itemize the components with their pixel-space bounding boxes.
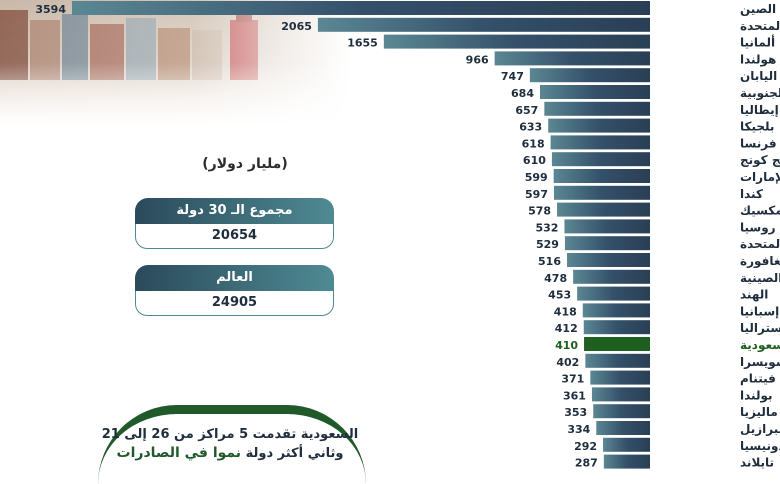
bar-14 <box>564 236 650 251</box>
bar-value-19: 412 <box>555 322 578 335</box>
bar-15 <box>567 253 650 267</box>
total-30-label: مجموع الـ 30 دولة <box>135 198 334 224</box>
bar-16 <box>573 269 650 284</box>
bar-value-7: 633 <box>519 121 542 134</box>
total-30-box: مجموع الـ 30 دولة 20654 <box>135 198 334 249</box>
category-label-27: تايلاند <box>740 456 774 470</box>
bar-22 <box>590 370 650 385</box>
world-label: العالم <box>135 265 334 291</box>
bar-0 <box>72 1 650 15</box>
bar-27 <box>603 454 650 469</box>
bar-4 <box>529 68 650 83</box>
world-box: العالم 24905 <box>135 265 334 316</box>
category-label-22: فيتنام <box>740 372 776 387</box>
total-30-value: 20654 <box>135 224 334 249</box>
bar-value-26: 292 <box>574 440 597 453</box>
category-label-12: المكسيك <box>740 204 780 218</box>
category-label-20: السعودية <box>740 338 780 353</box>
bar-8 <box>550 135 650 150</box>
bar-chart: 3594 الصين 2065 الولايات المتحدة 1655 ألمانيا… <box>35 1 780 470</box>
bar-value-3: 966 <box>466 53 489 66</box>
bar-value-27: 287 <box>575 457 598 470</box>
bar-value-10: 599 <box>525 171 548 184</box>
bar-11 <box>553 185 650 200</box>
bar-12 <box>557 202 650 217</box>
bar-21 <box>585 353 650 368</box>
note-line-2-b: نموا في الصادرات <box>116 445 242 461</box>
bar-value-15: 516 <box>538 255 561 268</box>
category-label-25: البرازيل <box>740 422 780 436</box>
unit-label: (مليار دولار) <box>202 156 288 172</box>
world-value: 24905 <box>135 291 334 316</box>
category-label-4: اليابان <box>740 69 777 83</box>
category-label-1: الولايات المتحدة <box>740 19 780 34</box>
bar-value-1: 2065 <box>281 20 312 33</box>
category-label-2: ألمانيا <box>740 35 775 50</box>
bar-value-14: 529 <box>536 238 559 251</box>
category-label-10: الإمارات <box>740 170 780 184</box>
category-label-18: إسبانيا <box>740 304 779 318</box>
bar-value-11: 597 <box>525 188 548 201</box>
bar-value-20: 410 <box>555 339 578 352</box>
bar-19 <box>583 320 650 335</box>
category-label-11: كندا <box>740 187 763 201</box>
bar-value-0: 3594 <box>35 3 66 16</box>
note-arch <box>98 405 366 484</box>
container-port-photo <box>0 0 350 125</box>
bar-value-9: 610 <box>523 154 546 167</box>
bar-value-17: 453 <box>548 289 571 302</box>
category-label-16: تايبيه الصينية <box>740 271 780 285</box>
category-label-8: فرنسا <box>740 136 777 150</box>
bar-10 <box>553 169 650 183</box>
note-line-2-a: وثاني أكثر دولة <box>245 446 344 461</box>
category-label-24: ماليزيا <box>740 405 778 419</box>
bar-23 <box>591 387 650 402</box>
bar-value-6: 657 <box>515 104 538 117</box>
bar-25 <box>596 421 650 435</box>
bar-13 <box>564 219 650 234</box>
bar-6 <box>544 101 650 116</box>
category-label-17: الهند <box>740 288 768 302</box>
bar-value-21: 402 <box>556 356 579 369</box>
bar-1 <box>317 17 650 32</box>
category-label-14: المملكة المتحدة <box>740 237 780 251</box>
category-label-7: بلجيكا <box>740 120 774 134</box>
bar-20 <box>584 337 650 351</box>
bar-value-18: 418 <box>554 305 577 318</box>
bar-value-12: 578 <box>528 205 551 218</box>
bar-value-23: 361 <box>563 389 586 402</box>
bar-2 <box>383 34 650 49</box>
bar-7 <box>548 118 650 133</box>
bar-value-24: 353 <box>564 406 587 419</box>
category-label-23: بولندا <box>740 388 772 403</box>
bar-value-4: 747 <box>501 70 524 83</box>
category-label-13: روسيا <box>740 220 776 235</box>
bar-value-25: 334 <box>567 423 590 436</box>
bar-26 <box>603 437 650 452</box>
category-label-0: الصين <box>740 2 776 16</box>
category-label-15: سنغافورة <box>740 254 780 269</box>
bar-5 <box>539 85 650 99</box>
bar-value-22: 371 <box>561 373 584 386</box>
category-label-21: سويسرا <box>740 355 780 370</box>
bar-17 <box>577 286 650 301</box>
category-label-9: هونج كونج <box>740 153 780 168</box>
category-label-19: أستراليا <box>740 320 780 335</box>
note-line-1: السعودية تقدمت 5 مراكز من 26 إلى 21 <box>101 427 359 442</box>
bar-24 <box>593 404 650 419</box>
bar-value-8: 618 <box>522 137 545 150</box>
category-label-6: إيطاليا <box>740 103 779 117</box>
category-label-3: هولندا <box>740 52 776 67</box>
bar-18 <box>582 303 650 318</box>
bar-value-13: 532 <box>535 221 558 234</box>
category-label-26: إندونيسيا <box>740 439 780 454</box>
note-line-2: وثاني أكثر دولة نموا في الصادرات <box>90 444 370 463</box>
bar-9 <box>551 152 650 167</box>
saudi-note: السعودية تقدمت 5 مراكز من 26 إلى 21 وثان… <box>90 425 370 463</box>
category-label-5: كوريا الجنوبية <box>740 86 780 101</box>
bar-value-16: 478 <box>544 272 567 285</box>
bar-value-2: 1655 <box>347 37 378 50</box>
bar-value-5: 684 <box>511 87 534 100</box>
bar-3 <box>494 51 650 66</box>
